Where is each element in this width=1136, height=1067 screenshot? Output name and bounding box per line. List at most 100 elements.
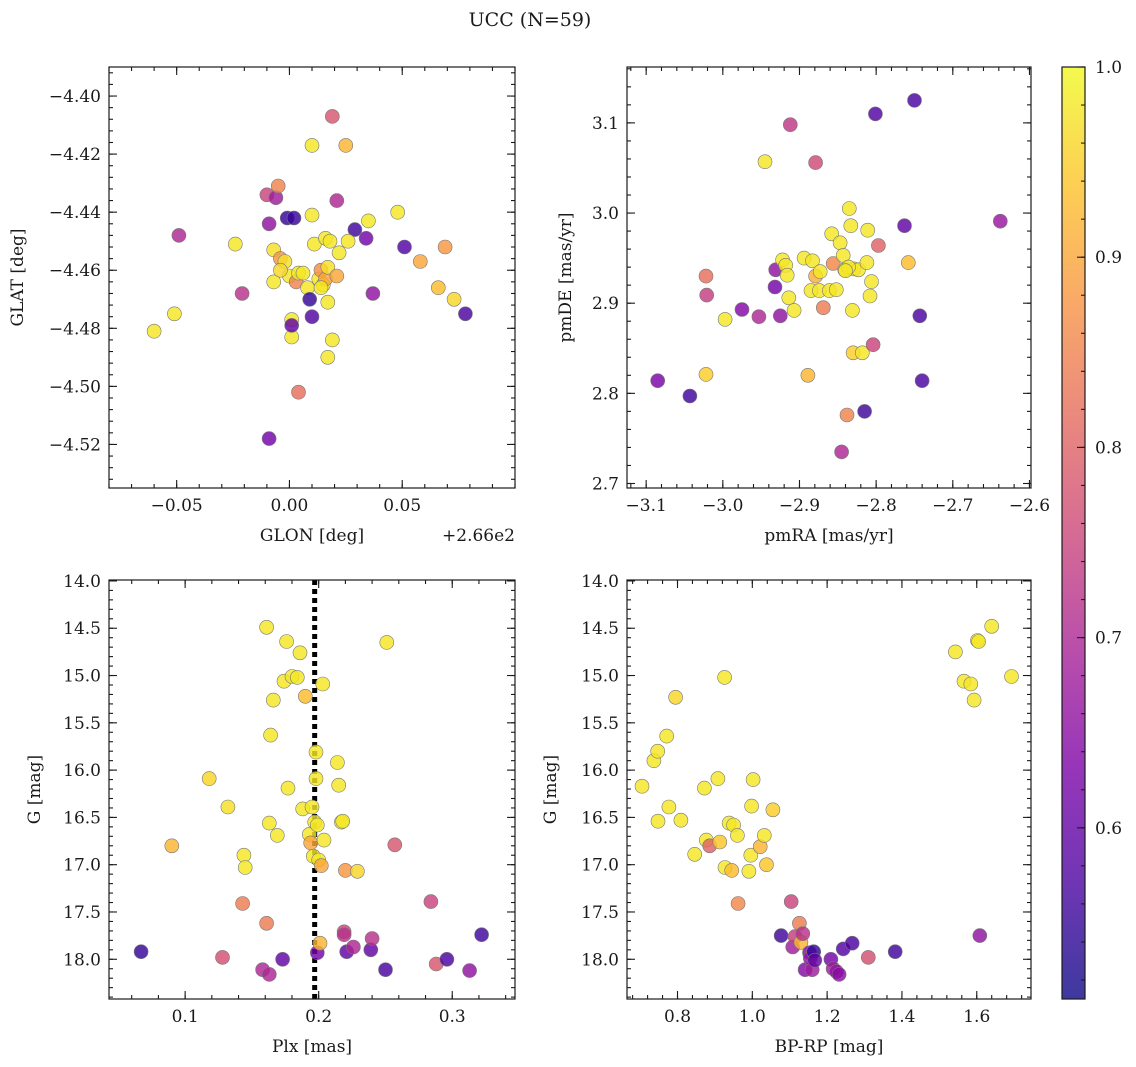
data-point	[346, 939, 361, 955]
data-point	[263, 727, 278, 743]
data-point	[650, 813, 666, 829]
data-point	[308, 771, 324, 786]
y-tick-label: 17.5	[581, 903, 619, 923]
data-point	[358, 231, 374, 246]
x-tick-label: 0.00	[271, 496, 309, 516]
data-point	[795, 926, 811, 942]
data-point	[751, 309, 767, 325]
data-point	[914, 373, 930, 389]
data-point	[261, 431, 277, 446]
y-axis-label: GLAT [deg]	[8, 228, 28, 326]
data-point	[350, 863, 365, 879]
data-point	[236, 847, 252, 863]
data-point	[783, 894, 799, 909]
colorbar-tick-label: 0.8	[1095, 438, 1122, 458]
colorbar-tick-label: 0.6	[1095, 819, 1122, 839]
colorbar-tick-label: 0.7	[1095, 629, 1122, 649]
data-point	[261, 815, 277, 831]
y-tick-label: 16.0	[581, 761, 619, 781]
axes-frame	[626, 66, 1032, 489]
data-point	[724, 863, 740, 878]
data-point	[781, 290, 797, 306]
data-point	[682, 388, 698, 404]
y-tick-label: −4.52	[49, 435, 101, 455]
x-tick-label: −2.8	[856, 496, 897, 516]
data-point	[289, 670, 305, 685]
data-point	[743, 847, 759, 863]
y-tick-label: 18.0	[581, 950, 619, 970]
data-point	[992, 213, 1008, 229]
data-point	[839, 407, 855, 423]
data-point	[320, 259, 336, 275]
x-tick-label: 0.05	[383, 496, 421, 516]
x-tick-label: 1.4	[888, 1007, 915, 1027]
data-point	[412, 254, 428, 269]
data-point	[324, 332, 340, 348]
data-point	[275, 951, 290, 967]
data-point	[133, 944, 149, 960]
data-point	[280, 780, 296, 796]
data-point	[687, 846, 703, 862]
data-point	[897, 218, 912, 233]
data-point	[698, 268, 714, 284]
figure-title: UCC (N=59)	[469, 9, 592, 31]
colorbar-gradient	[1062, 67, 1085, 999]
data-point	[234, 286, 250, 301]
y-tick-label: 2.9	[592, 294, 619, 314]
data-point	[854, 345, 870, 361]
data-point	[984, 618, 1000, 634]
x-tick-label: −2.9	[779, 496, 820, 516]
data-point	[320, 294, 336, 310]
y-axis-label: pmDE [mas/yr]	[556, 212, 576, 342]
data-point	[948, 644, 963, 660]
data-point	[844, 935, 860, 951]
data-point	[273, 262, 288, 278]
data-point	[261, 967, 277, 982]
data-point	[228, 236, 243, 252]
data-point	[437, 239, 453, 255]
data-point	[430, 280, 446, 296]
data-point	[1004, 669, 1019, 684]
data-point	[717, 312, 733, 327]
axes-frame	[626, 579, 1032, 1000]
y-tick-label: −4.44	[49, 203, 101, 223]
y-tick-label: 3.1	[592, 114, 619, 134]
data-point	[912, 308, 928, 324]
x-tick-label: 0.3	[439, 1007, 466, 1027]
data-point	[201, 771, 217, 786]
data-point	[661, 799, 677, 815]
data-point	[744, 798, 759, 814]
data-point	[717, 670, 732, 685]
x-offset-label: +2.66e2	[442, 526, 515, 546]
x-tick-label: −2.6	[1009, 496, 1050, 516]
x-tick-label: 0.8	[664, 1007, 691, 1027]
x-tick-label: 1.0	[739, 1007, 766, 1027]
data-point	[304, 207, 320, 223]
y-tick-label: −4.40	[49, 87, 101, 107]
y-tick-label: 14.0	[63, 572, 101, 592]
data-point	[365, 286, 381, 301]
data-point	[304, 799, 320, 815]
data-point	[779, 267, 795, 283]
data-point	[812, 264, 828, 279]
data-point	[335, 813, 351, 829]
data-point	[322, 233, 338, 249]
data-point	[295, 265, 311, 281]
data-point	[312, 935, 328, 951]
y-tick-label: 16.5	[581, 808, 619, 828]
data-point	[871, 238, 886, 253]
data-point	[439, 951, 455, 967]
data-point	[862, 288, 878, 304]
y-tick-label: 15.5	[581, 714, 619, 734]
y-tick-label: 17.5	[63, 903, 101, 923]
x-axis-label: BP-RP [mag]	[775, 1037, 884, 1057]
data-point	[734, 302, 750, 317]
data-point	[279, 634, 294, 649]
data-point	[313, 280, 329, 296]
x-tick-label: 1.2	[814, 1007, 841, 1027]
data-point	[270, 178, 286, 194]
data-point	[650, 743, 666, 759]
data-point	[259, 619, 274, 635]
y-tick-label: 15.0	[581, 667, 619, 687]
